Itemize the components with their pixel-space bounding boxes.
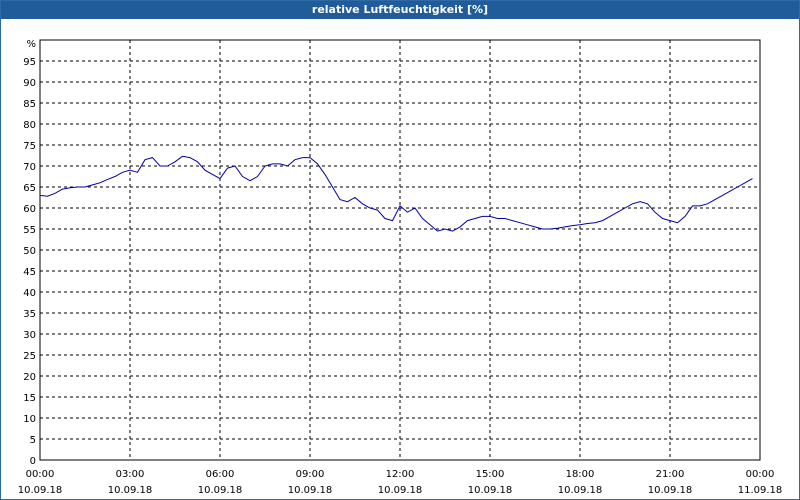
x-tick-time-label: 12:00	[386, 469, 415, 480]
y-tick-label: 70	[23, 162, 36, 173]
y-tick-label: 0	[30, 456, 36, 467]
y-tick-label: 35	[23, 309, 36, 320]
x-tick-time-label: 09:00	[296, 469, 325, 480]
y-tick-label: 80	[23, 120, 36, 131]
y-tick-label: 90	[23, 78, 36, 89]
y-tick-label: 30	[23, 330, 36, 341]
grid	[40, 40, 760, 460]
x-tick-date-label: 11.09.18	[738, 485, 783, 496]
x-tick-date-label: 10.09.18	[198, 485, 243, 496]
x-tick-date-label: 10.09.18	[648, 485, 693, 496]
y-tick-label: 25	[23, 351, 36, 362]
series-line-humidity	[39, 155, 753, 232]
x-tick-time-label: 18:00	[566, 469, 595, 480]
x-tick-date-label: 10.09.18	[108, 485, 153, 496]
x-tick-date-label: 10.09.18	[378, 485, 423, 496]
y-tick-label: 5	[30, 435, 36, 446]
x-tick-time-label: 00:00	[746, 469, 775, 480]
y-tick-label: 10	[23, 414, 36, 425]
y-tick-label: 15	[23, 393, 36, 404]
y-tick-label: 65	[23, 183, 36, 194]
y-tick-label: 45	[23, 267, 36, 278]
x-axis-ticks: 00:00 10.09.18 03:00 10.09.18 06:00 10.09.18 0…	[18, 469, 783, 496]
x-tick-date-label: 10.09.18	[288, 485, 333, 496]
y-tick-label: 95	[23, 57, 36, 68]
x-tick-time-label: 00:00	[26, 469, 55, 480]
y-tick-label: 50	[23, 246, 36, 257]
y-tick-label: 20	[23, 372, 36, 383]
window-title: relative Luftfeuchtigkeit [%]	[1, 1, 799, 19]
x-tick-time-label: 21:00	[656, 469, 685, 480]
x-tick-time-label: 03:00	[116, 469, 145, 480]
y-tick-label: 75	[23, 141, 36, 152]
x-tick-date-label: 10.09.18	[18, 485, 63, 496]
y-tick-label: 40	[23, 288, 36, 299]
y-tick-label: 55	[23, 225, 36, 236]
x-tick-time-label: 15:00	[476, 469, 505, 480]
x-tick-date-label: 10.09.18	[468, 485, 513, 496]
x-tick-date-label: 10.09.18	[558, 485, 603, 496]
y-tick-label: 85	[23, 99, 36, 110]
y-tick-label: 60	[23, 204, 36, 215]
x-tick-time-label: 06:00	[206, 469, 235, 480]
y-axis-label: %	[26, 39, 36, 50]
y-axis-ticks: 0 5 10 15 20 25 30 35 40 45 50 55 60 65 70 75 80 85 90 95	[23, 57, 36, 467]
